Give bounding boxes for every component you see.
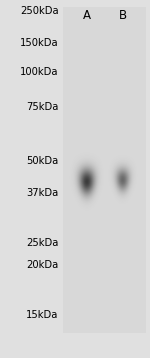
Bar [63,7,146,333]
Text: 250kDa: 250kDa [20,6,58,16]
Text: 15kDa: 15kDa [26,310,58,320]
Text: 20kDa: 20kDa [26,260,59,270]
Text: B: B [119,9,127,22]
Text: 150kDa: 150kDa [20,38,58,48]
Text: 50kDa: 50kDa [26,156,59,166]
Text: 37kDa: 37kDa [26,188,59,198]
Text: 75kDa: 75kDa [26,102,58,112]
Text: 100kDa: 100kDa [20,67,59,77]
Text: A: A [83,9,91,22]
Text: 25kDa: 25kDa [26,238,58,248]
